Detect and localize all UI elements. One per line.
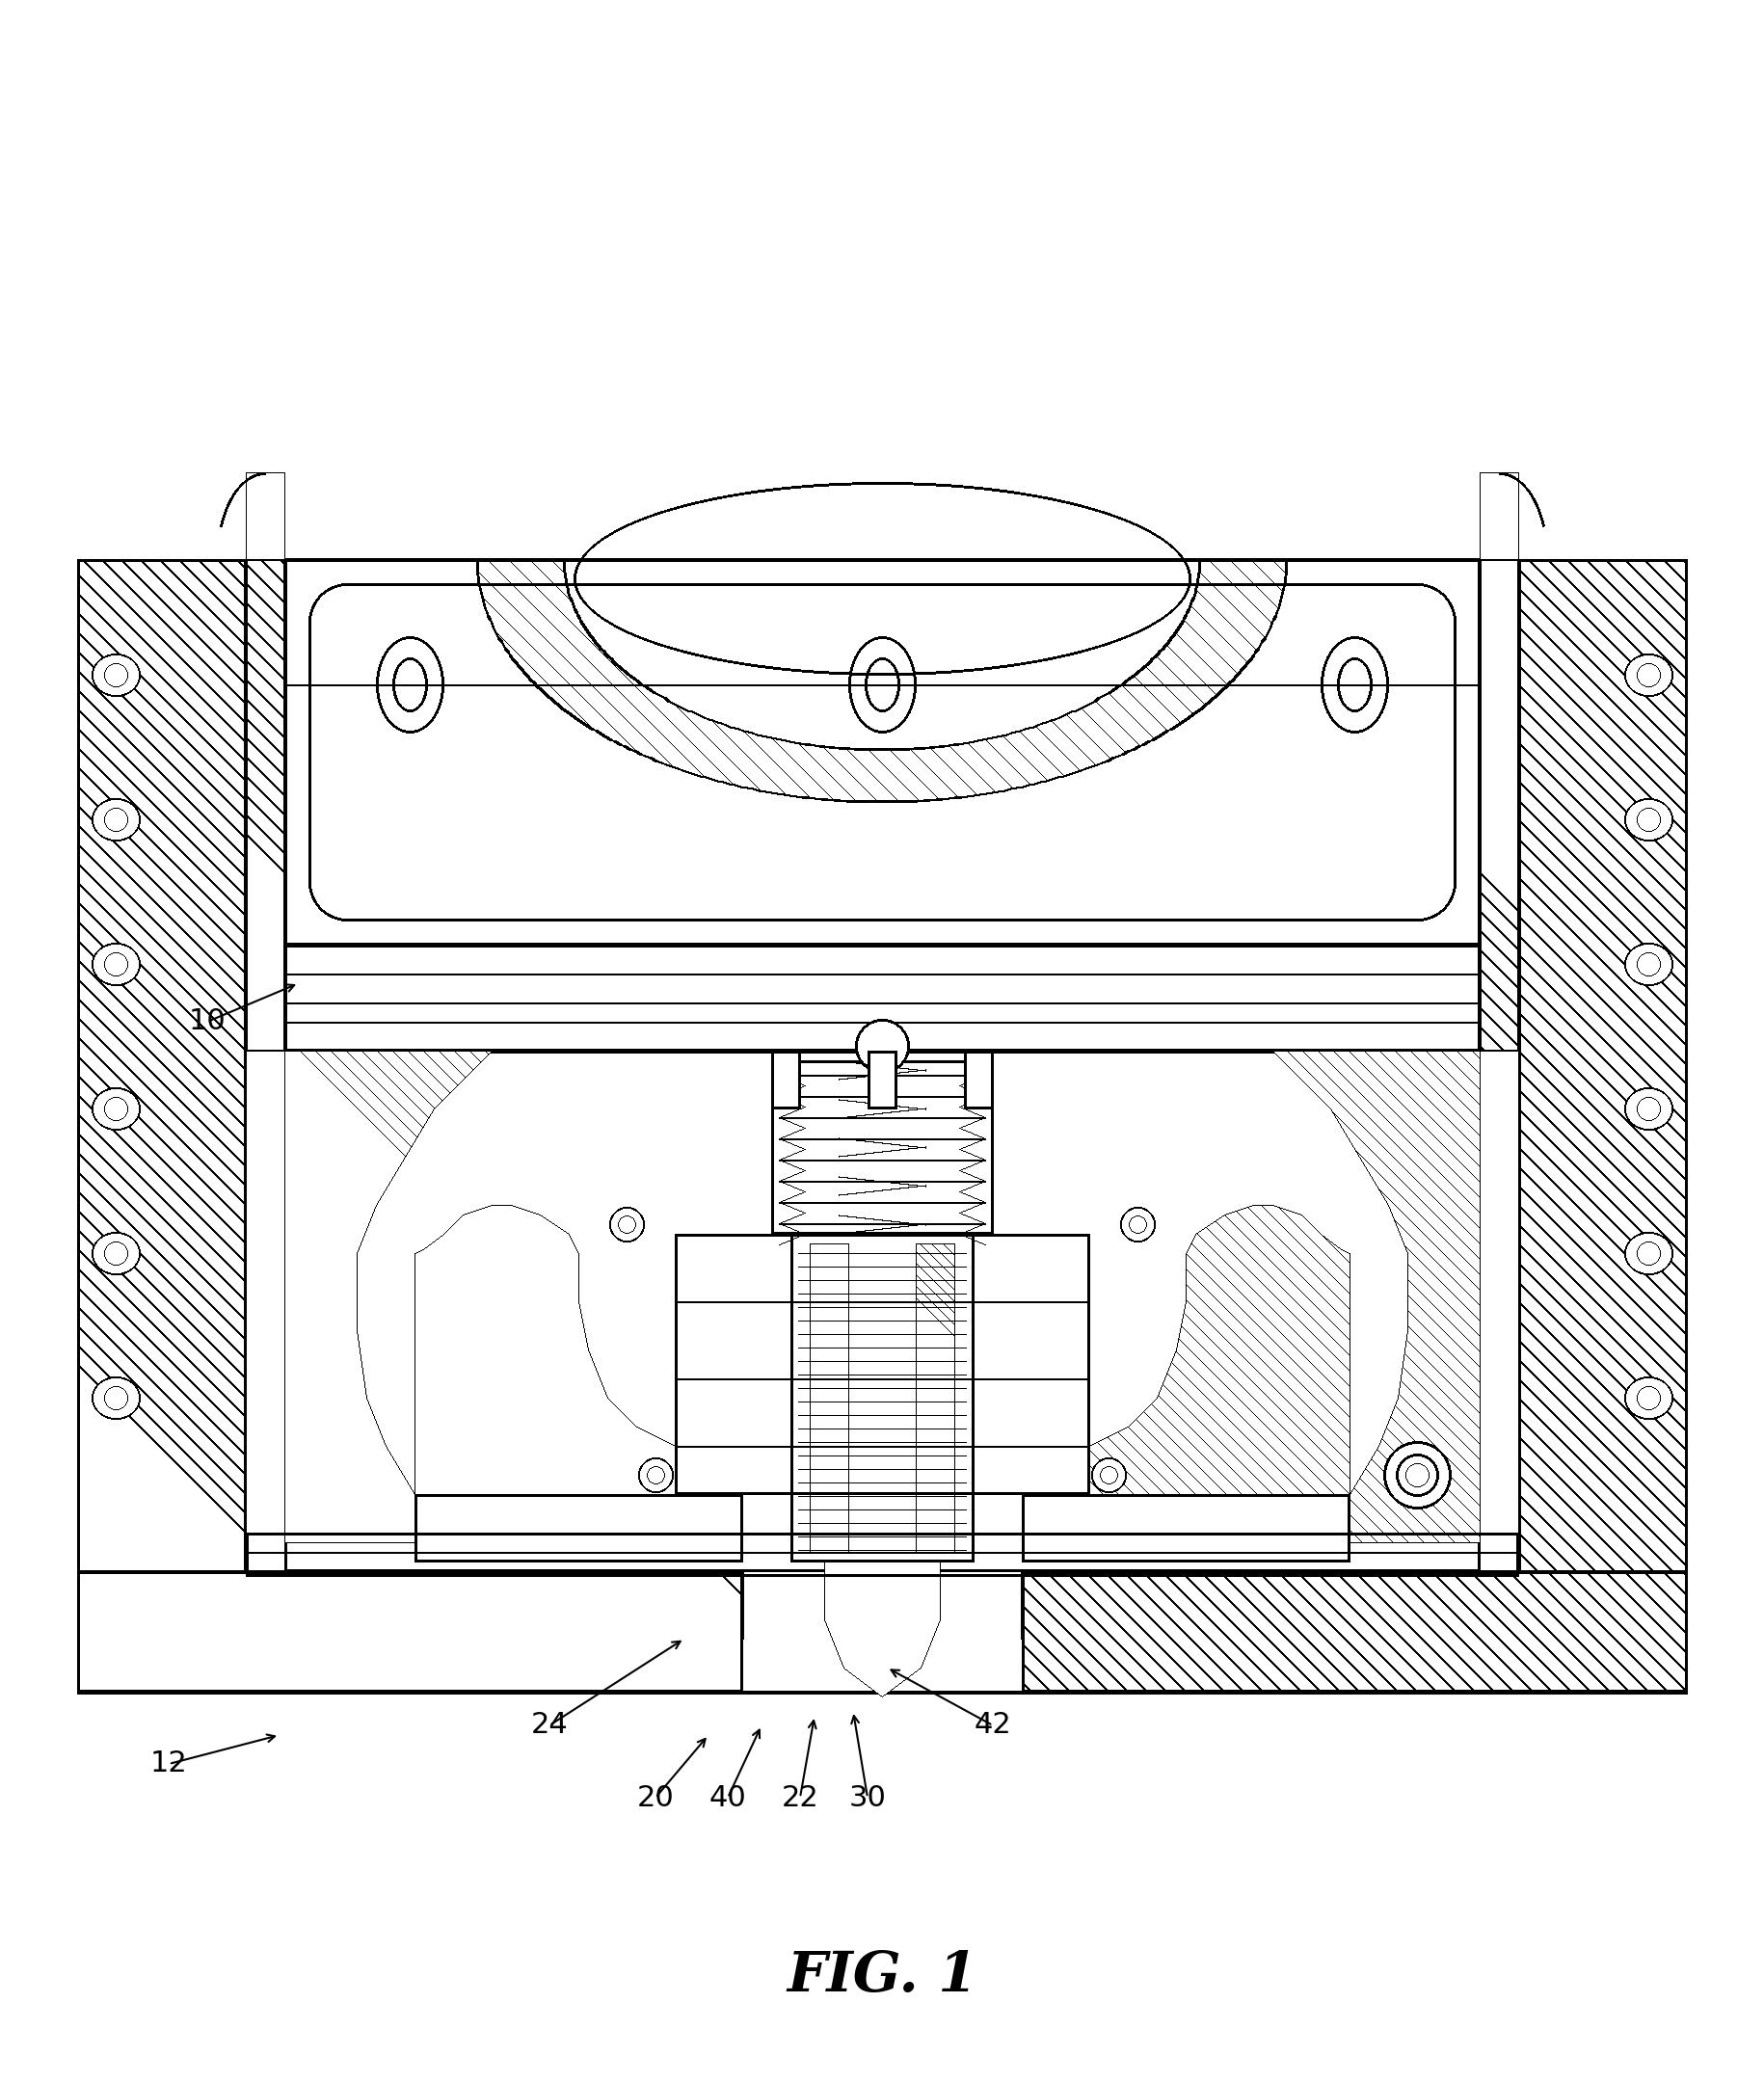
Text: 22: 22 [781, 1783, 818, 1812]
Text: 40: 40 [709, 1783, 746, 1812]
Text: FIG. 1: FIG. 1 [787, 1950, 977, 2004]
Text: 42: 42 [974, 1712, 1011, 1739]
Text: 30: 30 [848, 1783, 886, 1812]
Text: 24: 24 [531, 1712, 568, 1739]
Text: 20: 20 [637, 1783, 674, 1812]
Text: 12: 12 [150, 1750, 187, 1779]
Text: 10: 10 [189, 1008, 226, 1035]
